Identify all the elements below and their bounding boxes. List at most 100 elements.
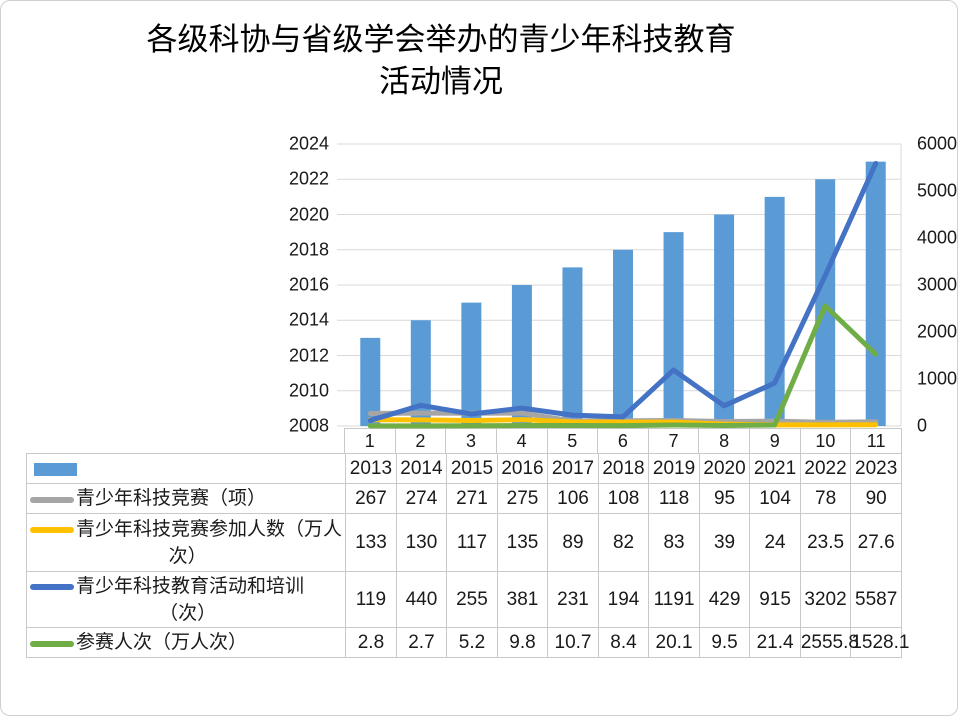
value-cell: 83 <box>648 513 700 572</box>
value-cell: 2.8 <box>345 627 397 658</box>
value-cell: 275 <box>496 483 549 514</box>
value-cell: 2020 <box>698 453 751 484</box>
bar <box>764 196 785 426</box>
series-label-cell: 青少年科技竞赛（项） <box>25 483 347 514</box>
left-axis-tick-label: 2016 <box>288 274 329 295</box>
left-axis-tick-label: 2010 <box>288 380 329 401</box>
left-axis-tick-label: 2008 <box>288 415 329 436</box>
category-label: 4 <box>495 428 548 454</box>
value-cell: 3202 <box>799 571 852 628</box>
line-legend-key <box>30 527 74 534</box>
value-cell: 1191 <box>648 571 700 628</box>
value-cell: 104 <box>749 483 801 514</box>
category-axis-row: 1 2 3 4 5 6 7 8 9 10 11 <box>344 428 902 454</box>
value-cell: 117 <box>446 513 498 572</box>
chart-title-line1: 各级科协与省级学会举办的青少年科技教育 <box>146 22 736 57</box>
line-legend-key <box>30 640 74 647</box>
value-cell: 9.5 <box>698 627 751 658</box>
left-axis-tick-label: 2012 <box>288 345 329 365</box>
value-cell: 78 <box>799 483 852 514</box>
bar <box>815 179 836 426</box>
bar <box>410 320 431 426</box>
bar <box>714 214 735 426</box>
line-series <box>367 410 879 425</box>
category-label: 11 <box>850 428 902 454</box>
bar <box>865 161 886 426</box>
table-row: 青少年科技竞赛参加人数（万人 次） 133 130 117 135 89 82 83 39 24 23… <box>25 513 902 572</box>
value-cell: 95 <box>698 483 751 514</box>
series-name-wrap: 次） <box>168 545 207 567</box>
line-legend-key <box>30 496 74 503</box>
right-axis-tick-label: 2000 <box>917 321 958 342</box>
series-label-cell <box>25 453 347 484</box>
category-label: 7 <box>647 428 700 454</box>
value-cell: 271 <box>446 483 498 514</box>
series-label-cell: 参赛人次（万人次） <box>25 627 347 658</box>
value-cell: 108 <box>597 483 650 514</box>
series-name-wrap: （次） <box>159 602 217 624</box>
value-cell: 274 <box>395 483 448 514</box>
table-row: 青少年科技教育活动和培训 （次） 119 440 255 381 231 194 1191 429… <box>25 571 902 628</box>
value-cell: 2016 <box>496 453 549 484</box>
bar <box>663 232 684 426</box>
value-cell: 2019 <box>648 453 700 484</box>
bar <box>613 249 633 426</box>
value-cell: 2015 <box>446 453 498 484</box>
value-cell: 82 <box>597 513 650 572</box>
value-cell: 90 <box>850 483 902 514</box>
right-axis-tick-label: 0 <box>917 415 928 436</box>
value-cell: 5587 <box>850 571 902 628</box>
value-cell: 2014 <box>395 453 448 484</box>
value-cell: 23.5 <box>799 513 852 572</box>
value-cell: 2.7 <box>395 627 448 658</box>
value-cell: 2013 <box>345 453 397 484</box>
value-cell: 429 <box>698 571 751 628</box>
value-cell: 118 <box>648 483 700 514</box>
right-axis-tick-label: 1000 <box>917 368 958 389</box>
value-cell: 106 <box>547 483 599 514</box>
bar <box>461 302 482 426</box>
series-name: 青少年科技竞赛参加人数（万人 <box>76 518 343 540</box>
line-series <box>367 160 879 423</box>
table-row: 青少年科技竞赛（项） 267 274 271 275 106 108 118 95 104 78 90 <box>25 483 902 514</box>
value-cell: 231 <box>547 571 599 628</box>
left-axis-tick-label: 2020 <box>288 204 329 224</box>
bar <box>511 285 532 426</box>
left-axis-tick-label: 2024 <box>288 133 329 154</box>
value-cell: 194 <box>597 571 650 628</box>
value-cell: 27.6 <box>850 513 902 572</box>
category-label: 2 <box>394 428 447 454</box>
series-label-cell: 青少年科技教育活动和培训 （次） <box>25 571 347 628</box>
value-cell: 89 <box>547 513 599 572</box>
value-cell: 2021 <box>749 453 801 484</box>
category-label: 8 <box>698 428 750 454</box>
value-cell: 2018 <box>597 453 650 484</box>
right-axis-tick-label: 5000 <box>917 180 958 201</box>
series-label-cell: 青少年科技竞赛参加人数（万人次） <box>25 513 347 572</box>
value-cell: 915 <box>749 571 801 628</box>
value-cell: 130 <box>395 513 448 572</box>
table-row: 2013 2014 2015 2016 2017 2018 2019 2020 2021 2022… <box>25 453 902 484</box>
value-cell: 10.7 <box>547 627 599 658</box>
value-cell: 20.1 <box>648 627 700 658</box>
value-cell: 8.4 <box>597 627 650 658</box>
chart-title-line2: 活动情况 <box>379 64 503 99</box>
value-cell: 39 <box>698 513 751 572</box>
category-label: 5 <box>546 428 599 454</box>
value-cell: 133 <box>345 513 397 572</box>
data-table-legend: 2013 2014 2015 2016 2017 2018 2019 2020 2021 2022… <box>25 453 909 658</box>
left-axis-tick-label: 2022 <box>288 168 329 189</box>
right-axis-tick-label: 3000 <box>917 274 958 295</box>
right-axis-tick-label: 6000 <box>917 133 958 154</box>
series-name: 参赛人次（万人次） <box>76 632 248 653</box>
category-label: 9 <box>749 428 801 454</box>
category-label: 1 <box>344 428 396 454</box>
chart-title: 各级科协与省级学会举办的青少年科技教育 活动情况 <box>1 19 881 103</box>
category-label: 3 <box>445 428 497 454</box>
right-axis-tick-label: 4000 <box>917 227 958 248</box>
value-cell: 1528.1 <box>850 627 909 658</box>
value-cell: 267 <box>345 483 397 514</box>
table-row: 参赛人次（万人次） 2.8 2.7 5.2 9.8 10.7 8.4 20.1 9.5 21.4 2… <box>25 627 909 658</box>
category-label: 10 <box>799 428 852 454</box>
